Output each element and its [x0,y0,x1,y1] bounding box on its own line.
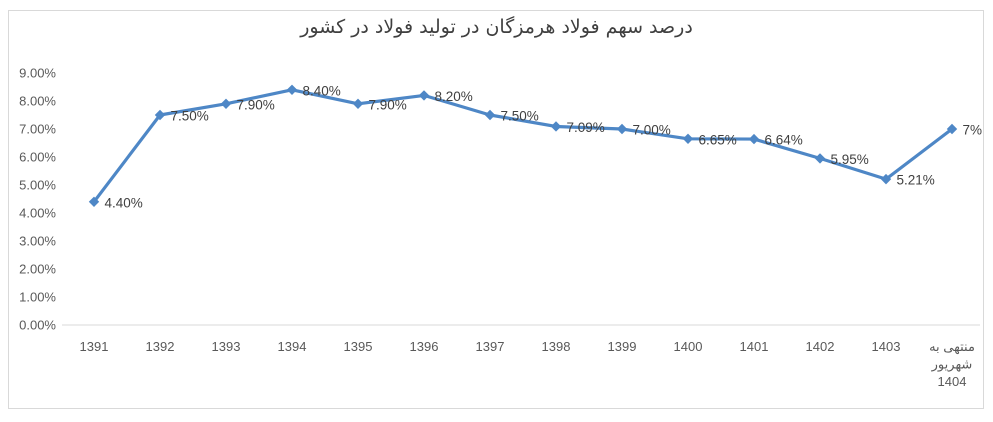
data-point-label: 6.65% [699,132,737,147]
data-point-label: 7.90% [237,97,275,112]
chart-frame [8,10,984,409]
x-tick-label: 1392 [146,339,175,354]
data-point-marker [946,123,958,135]
data-point-label: 7.00% [633,123,671,138]
data-point-marker [880,173,892,185]
data-point-label: 7.50% [171,109,209,124]
data-point-marker [814,153,826,164]
x-tick-label: 1399 [608,339,637,354]
x-tick-label: 1397 [476,339,505,354]
data-point-marker [682,133,694,144]
data-point-label: 5.21% [897,173,935,188]
y-tick-label: 1.00% [19,290,56,305]
data-point-marker [748,133,760,145]
data-point-label: 4.40% [105,195,143,210]
y-tick-label: 6.00% [19,150,56,165]
x-tick-label: 1398 [542,339,571,354]
data-point-label: 7.90% [369,97,407,112]
y-tick-label: 8.00% [19,94,56,109]
data-point-marker [154,109,166,121]
data-point-marker [550,121,562,132]
x-tick-label: 1400 [674,339,703,354]
data-point-label: 5.95% [831,152,869,167]
x-tick-label: 1394 [278,339,307,354]
x-tick-label: 1395 [344,339,373,354]
data-point-label: 7.50% [501,109,539,124]
x-tick-label-multiline: منتهی به شهریور 1404 [929,339,975,389]
x-tick-label: 1403 [872,339,901,354]
data-point-label: 7% [963,123,983,138]
data-point-marker [220,98,232,109]
data-point-label: 8.20% [435,89,473,104]
y-tick-label: 2.00% [19,262,56,277]
data-point-label: 7.09% [567,120,605,135]
data-point-marker [286,84,298,95]
chart-title: درصد سهم فولاد هرمزگان در تولید فولاد در… [300,16,693,38]
y-tick-label: 9.00% [19,66,56,81]
x-tick-label: 1393 [212,339,241,354]
y-tick-label: 7.00% [19,122,56,137]
y-tick-label: 5.00% [19,178,56,193]
data-point-label: 8.40% [303,83,341,98]
x-tick-label: 1396 [410,339,439,354]
data-point-marker [484,109,496,121]
x-tick-label: 1391 [80,339,109,354]
data-point-marker [616,123,628,135]
data-point-marker [88,196,100,207]
data-point-marker [418,90,430,101]
y-tick-label: 0.00% [19,318,56,333]
data-point-label: 6.64% [765,133,803,148]
y-tick-label: 3.00% [19,234,56,249]
series-line [92,88,954,204]
x-tick-label: 1401 [740,339,769,354]
y-tick-label: 4.00% [19,206,56,221]
data-point-marker [352,98,364,109]
x-tick-label: 1402 [806,339,835,354]
